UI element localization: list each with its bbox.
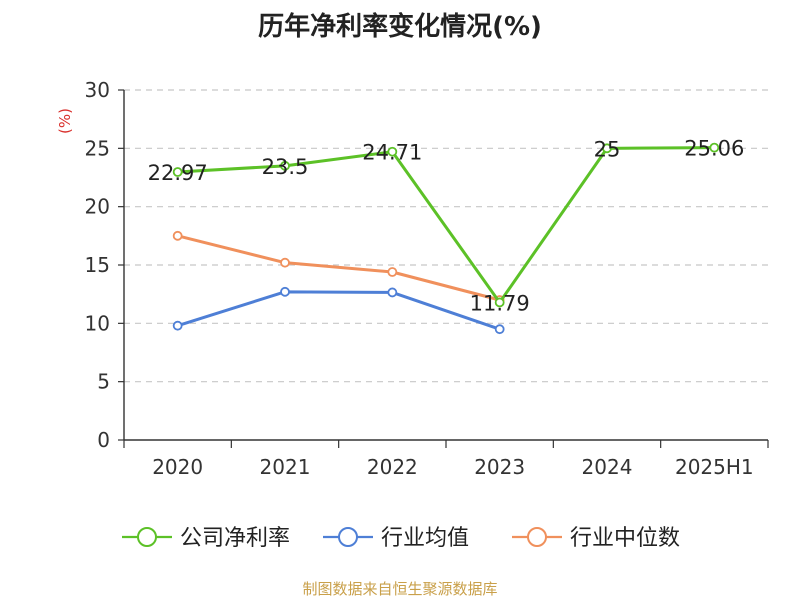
x-tick-label: 2021 (260, 455, 311, 479)
y-tick-label: 5 (97, 370, 110, 394)
data-label: 25.06 (684, 137, 744, 161)
series-1 (172, 286, 505, 335)
data-point (602, 143, 612, 154)
series-line (177, 234, 501, 302)
legend-marker (137, 527, 157, 547)
legend-label: 行业中位数 (570, 526, 680, 551)
y-tick-label: 10 (85, 311, 110, 335)
data-point (387, 146, 398, 157)
x-tick-label: 2020 (152, 455, 203, 479)
series-2 (172, 230, 505, 305)
data-point (494, 297, 505, 308)
grid-lines (124, 89, 768, 383)
data-point (172, 167, 183, 177)
x-tick-label: 2023 (474, 455, 525, 479)
legend-item: 行业均值 (323, 526, 469, 551)
data-label: 23.5 (262, 155, 309, 179)
data-point (387, 287, 398, 298)
y-tick-label: 20 (85, 195, 110, 219)
x-tick-label: 2025H1 (675, 455, 754, 479)
series-line (177, 290, 501, 331)
series-0 (172, 142, 720, 308)
x-tick-label: 2024 (582, 455, 633, 479)
data-point (494, 324, 505, 335)
legend-marker (338, 527, 358, 547)
data-point (280, 257, 290, 268)
x-tick-label: 2022 (367, 455, 418, 479)
data-label: 25 (594, 137, 621, 161)
legend-item: 公司净利率 (122, 526, 290, 551)
legend-label: 行业均值 (381, 526, 469, 551)
data-label: 24.71 (362, 141, 422, 165)
y-tick-label: 30 (85, 78, 110, 102)
y-tick-label: 0 (97, 428, 110, 452)
data-label: 22.97 (148, 161, 208, 185)
data-point (280, 286, 290, 297)
legend-label: 公司净利率 (180, 526, 290, 551)
chart-title: 历年净利率变化情况(%) (258, 12, 542, 42)
data-source-note: 制图数据来自恒生聚源数据库 (302, 580, 498, 598)
data-label: 11.79 (470, 291, 530, 315)
data-point (387, 267, 398, 277)
legend-marker (527, 527, 547, 547)
data-point (172, 230, 183, 241)
series-lines (172, 142, 720, 335)
axes: 0 5 10 15 20 25 30 2020 2021 2022 2023 2024 2025H1 (85, 78, 769, 479)
data-point (709, 142, 720, 153)
legend-item: 行业中位数 (512, 526, 680, 551)
y-tick-label: 15 (85, 253, 110, 277)
legend: 公司净利率 行业均值 行业中位数 (122, 526, 680, 551)
data-point (172, 320, 183, 331)
data-point (280, 160, 290, 171)
y-tick-label: 25 (85, 136, 110, 160)
data-labels: 22.97 23.5 24.71 11.79 25 25.06 (148, 137, 745, 316)
series-line (177, 146, 715, 304)
